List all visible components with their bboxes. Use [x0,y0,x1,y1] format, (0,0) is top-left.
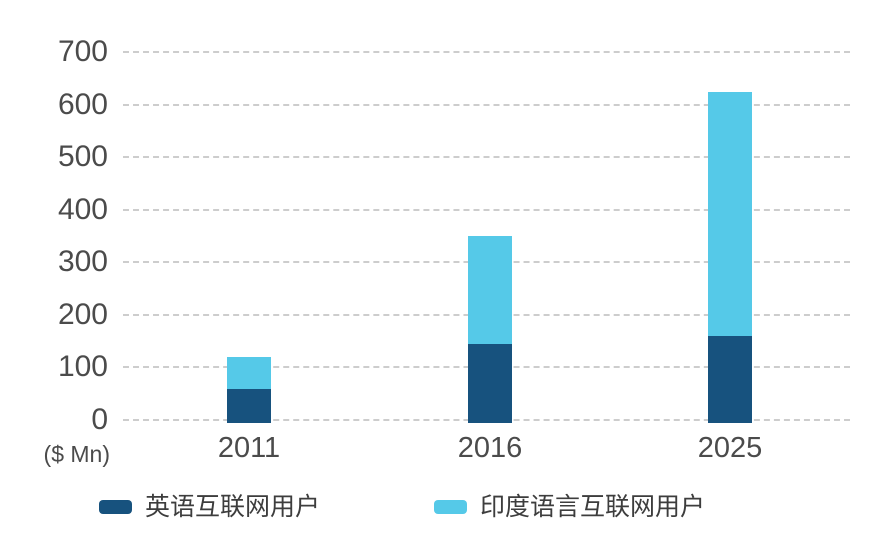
bar-segment-2016-series-1 [468,236,512,345]
gridline-400 [123,208,850,211]
bar-segment-2025-series-1 [708,91,752,337]
y-tick-label-700: 700 [57,35,108,68]
gridline-600 [123,103,850,106]
x-axis-label-2025: 2025 [697,432,763,464]
bar-segment-2011-series-0 [227,388,271,423]
y-tick-label-500: 500 [57,140,108,174]
y-tick-label-600: 600 [57,87,108,121]
bar-segment-2011-series-1 [227,357,271,389]
y-tick-label-300: 300 [57,245,108,279]
gridline-700 [123,51,850,53]
y-axis-unit-label: ($ Mn) [43,441,110,467]
y-tick-label-400: 400 [57,192,108,226]
y-tick-label-100: 100 [57,350,108,384]
legend-label-english-internet-users: 英语互联网用户 [145,493,321,521]
legend: 英语互联网用户 印度语言互联网用户 [0,492,873,532]
legend-item-indic-language-internet-users: 印度语言互联网用户 [434,492,705,522]
x-axis-label-2011: 2011 [217,432,281,464]
bar-segment-2016-series-0 [468,344,512,423]
y-tick-label-0: 0 [91,403,108,436]
legend-swatch-indic-language-internet-users [434,500,467,514]
legend-item-english-internet-users: 英语互联网用户 [99,492,320,522]
gridline-500 [123,156,850,159]
x-axis-label-2016: 2016 [457,432,523,464]
legend-label-indic-language-internet-users: 印度语言互联网用户 [480,493,706,521]
legend-swatch-english-internet-users [99,500,132,514]
bar-segment-2025-series-0 [708,336,752,423]
y-tick-label-200: 200 [57,297,108,331]
